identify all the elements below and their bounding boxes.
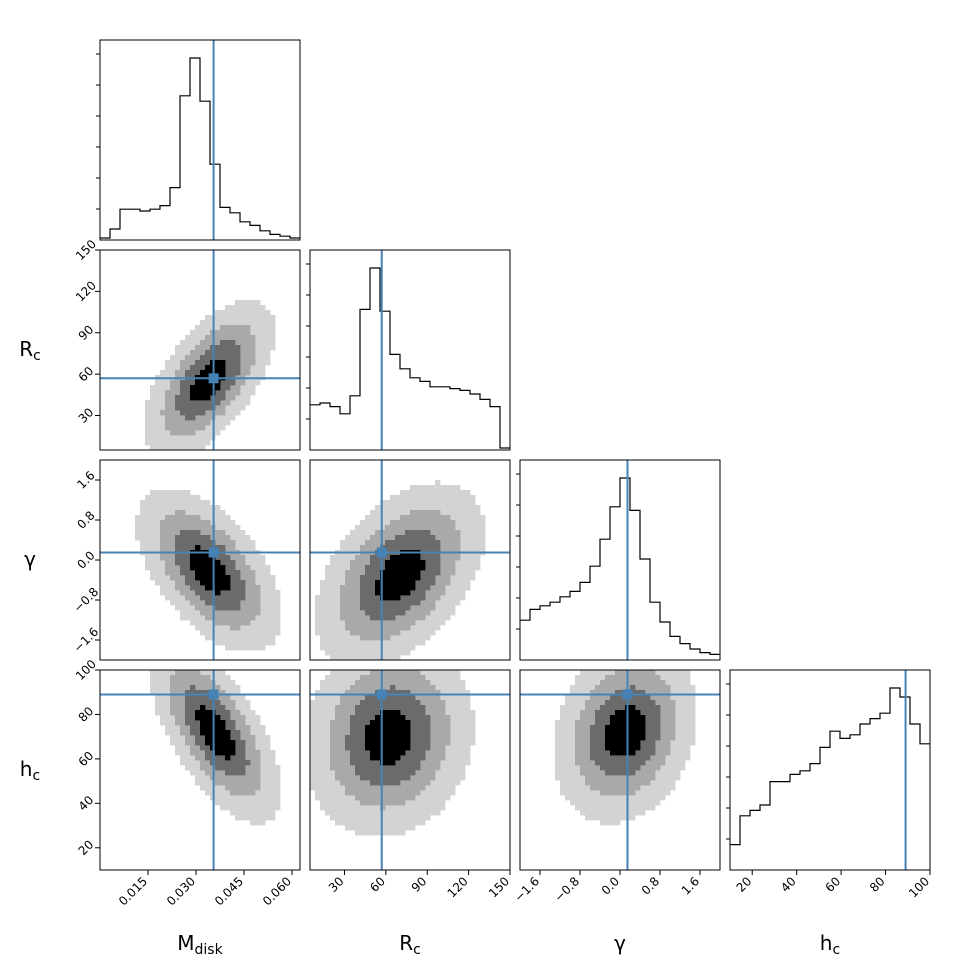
contour-panel-rc-gamma — [309, 459, 511, 661]
xtick-gamma-1: −0.8 — [552, 874, 583, 905]
hist-frame-gamma — [519, 459, 721, 661]
xtick-hc-1: 40 — [778, 874, 799, 895]
xtick-gamma-0: −1.6 — [512, 874, 543, 905]
truth-marker — [376, 547, 387, 558]
hist-step-hc — [730, 687, 930, 846]
xtick-rc-1: 60 — [367, 874, 388, 895]
xtick-hc-2: 60 — [823, 874, 844, 895]
xtick-gamma-3: 0.8 — [639, 874, 662, 897]
contour-panel-rc-hc — [309, 669, 511, 871]
xtick-mdisk-0: 0.015 — [116, 874, 150, 908]
ylabel-gamma: γ — [24, 547, 36, 571]
panels-layer — [96, 39, 931, 871]
ylabel-hc: hc — [20, 757, 40, 784]
hist-panel-mdisk — [96, 39, 301, 241]
contour-level-4 — [190, 360, 226, 401]
hist-frame-hc — [729, 669, 931, 871]
ytick-hc-2: 60 — [76, 749, 97, 770]
xtick-rc-3: 120 — [445, 874, 471, 900]
truth-marker — [376, 689, 387, 700]
contour-panel-gamma-hc — [519, 669, 721, 871]
hist-panel-gamma — [516, 459, 721, 661]
hist-frame-mdisk — [99, 39, 301, 241]
contour-level-4 — [365, 710, 411, 766]
contour-frame — [309, 459, 511, 661]
ytick-hc-4: 100 — [73, 657, 99, 683]
ytick-rc-3: 120 — [73, 278, 99, 304]
contour-level-4 — [375, 550, 426, 601]
contour-frame — [99, 249, 301, 451]
xlabel-hc: hc — [820, 931, 840, 958]
ylabel-rc: Rc — [19, 337, 41, 364]
ytick-rc-0: 30 — [76, 405, 97, 426]
hist-panel-hc — [726, 669, 931, 871]
xtick-gamma-2: 0.0 — [599, 874, 622, 897]
contour-level-4 — [190, 545, 231, 596]
hist-frame-rc — [309, 249, 511, 451]
hist-step-rc — [310, 267, 510, 449]
contour-panel-mdisk-rc — [99, 249, 301, 451]
xtick-hc-0: 20 — [734, 874, 755, 895]
ytick-hc-1: 40 — [76, 793, 97, 814]
truth-marker — [622, 689, 633, 700]
ytick-rc-1: 60 — [76, 364, 97, 385]
contour-panel-mdisk-hc — [99, 669, 301, 871]
xtick-mdisk-2: 0.045 — [212, 874, 246, 908]
truth-marker — [208, 373, 219, 384]
ytick-hc-3: 80 — [76, 704, 97, 725]
ytick-gamma-2: 0.0 — [74, 548, 97, 571]
ytick-gamma-4: 1.6 — [74, 468, 97, 491]
contour-frame — [99, 669, 301, 871]
xtick-rc-2: 90 — [409, 874, 430, 895]
xtick-mdisk-1: 0.030 — [164, 874, 198, 908]
contour-level-4 — [195, 705, 236, 761]
truth-marker — [208, 547, 219, 558]
xtick-gamma-4: 1.6 — [679, 874, 702, 897]
contour-frame — [309, 669, 511, 871]
xtick-mdisk-3: 0.060 — [260, 874, 294, 908]
contour-panel-mdisk-gamma — [99, 459, 301, 661]
ytick-hc-0: 20 — [76, 837, 97, 858]
contour-level-4 — [605, 705, 646, 756]
ytick-gamma-3: 0.8 — [74, 508, 97, 531]
xtick-hc-4: 100 — [906, 874, 932, 900]
xlabel-gamma: γ — [614, 931, 626, 955]
xtick-hc-3: 80 — [867, 874, 888, 895]
hist-step-gamma — [520, 477, 720, 655]
ytick-rc-2: 90 — [76, 322, 97, 343]
hist-panel-rc — [306, 249, 511, 451]
hist-step-mdisk — [100, 57, 300, 239]
xlabel-rc: Rc — [399, 931, 421, 958]
xtick-rc-4: 150 — [486, 874, 512, 900]
xtick-rc-0: 30 — [326, 874, 347, 895]
truth-marker — [208, 689, 219, 700]
xlabel-mdisk: Mdisk — [177, 931, 223, 958]
ytick-rc-4: 150 — [73, 237, 99, 263]
